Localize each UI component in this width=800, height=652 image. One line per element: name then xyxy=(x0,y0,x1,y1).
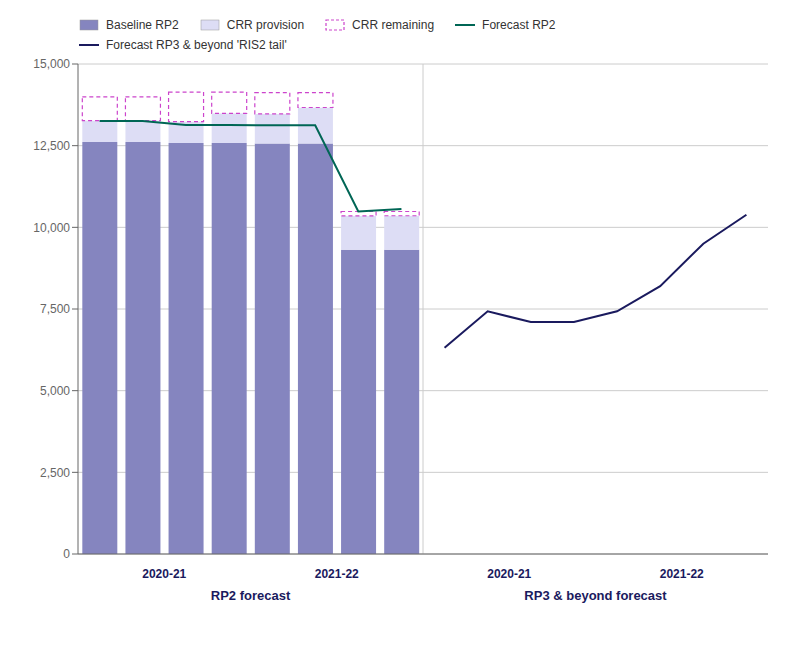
svg-text:RP2 forecast: RP2 forecast xyxy=(211,588,291,603)
svg-text:RP3 & beyond forecast: RP3 & beyond forecast xyxy=(524,588,667,603)
html-text:Forecast RP2: Forecast RP2 xyxy=(482,18,556,32)
svg-text:2021-22: 2021-22 xyxy=(660,567,704,581)
svg-text:2,500: 2,500 xyxy=(40,466,70,480)
svg-text:10,000: 10,000 xyxy=(33,221,70,235)
svg-text:5,000: 5,000 xyxy=(40,384,70,398)
svg-text:7,500: 7,500 xyxy=(40,302,70,316)
html-text:Baseline RP2: Baseline RP2 xyxy=(106,18,179,32)
svg-text:0: 0 xyxy=(63,547,70,561)
html-text:CRR provision: CRR provision xyxy=(226,18,305,32)
svg-text:15,000: 15,000 xyxy=(33,57,70,71)
svg-text:2020-21: 2020-21 xyxy=(487,567,531,581)
html-text:CRR remaining: CRR remaining xyxy=(352,18,435,32)
svg-text:12,500: 12,500 xyxy=(33,139,70,153)
svg-text:2020-21: 2020-21 xyxy=(142,567,186,581)
html-text:Forecast RP3 & beyond 'RIS2 ta: Forecast RP3 & beyond 'RIS2 tail' xyxy=(106,38,287,52)
svg-text:2021-22: 2021-22 xyxy=(315,567,359,581)
